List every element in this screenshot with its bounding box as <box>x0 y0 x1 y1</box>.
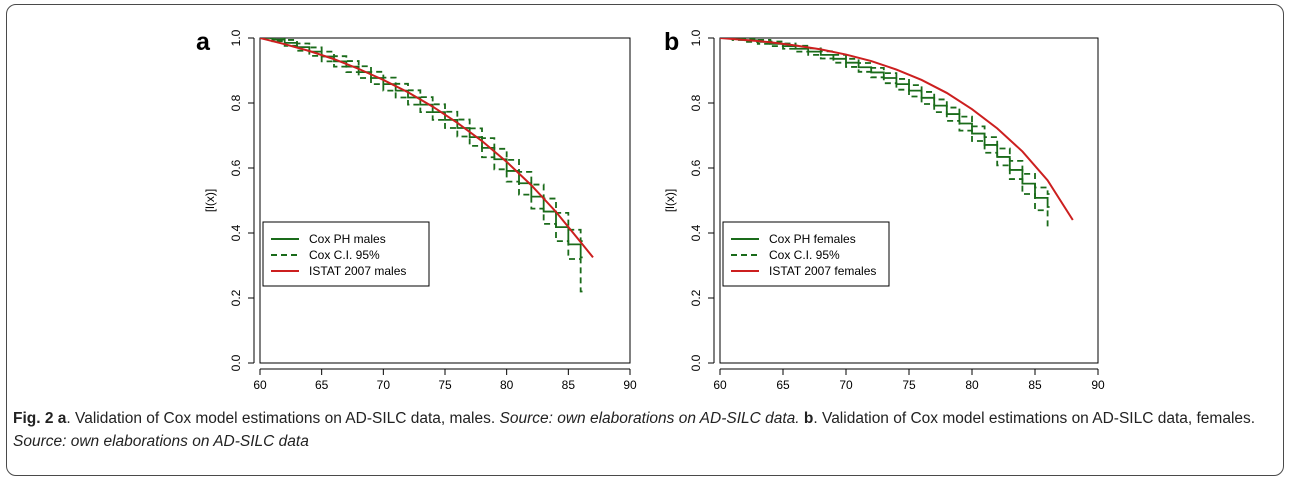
caption-fig-label: Fig. 2 <box>13 410 54 427</box>
x-tick-label: 90 <box>623 378 637 392</box>
legend-box <box>722 221 890 287</box>
x-tick-label: 80 <box>500 378 514 392</box>
figure-frame <box>6 4 1284 476</box>
plot-frame <box>719 37 1099 364</box>
x-tick-label: 75 <box>902 378 916 392</box>
figure-caption: Fig. 2 a. Validation of Cox model estima… <box>13 407 1275 453</box>
istat-line <box>260 38 594 259</box>
caption-part-b-label: b <box>803 410 814 427</box>
plot-area <box>260 38 594 293</box>
x-tick-label: 80 <box>965 378 979 392</box>
y-tick-label: 0.0 <box>229 354 243 371</box>
legend-label: Cox C.I. 95% <box>309 248 380 262</box>
x-tick-label: 75 <box>438 378 452 392</box>
y-tick-label: 1.0 <box>229 29 243 46</box>
caption-part-a-source: Source: own elaborations on AD-SILC data… <box>499 410 800 427</box>
figure-charts: a60657075808590Age0.00.20.40.60.81.0[l(x… <box>196 28 1105 392</box>
legend: Cox PH females Cox C.I. 95% ISTAT 2007 fem… <box>722 221 890 287</box>
y-tick-label: 0.2 <box>689 289 703 306</box>
y-tick-label: 0.8 <box>689 94 703 111</box>
y-axis-label: [l(x)] <box>663 189 677 212</box>
legend-label: Cox PH males <box>309 232 386 246</box>
legend-box <box>262 221 430 287</box>
ci-lower-step <box>720 38 1050 228</box>
y-tick-label: 0.4 <box>229 224 243 241</box>
ci-upper-step <box>260 38 583 243</box>
y-tick-label: 0.8 <box>229 94 243 111</box>
y-axis-label: [l(x)] <box>203 189 217 212</box>
y-tick-label: 0.6 <box>689 159 703 176</box>
caption-part-a-label: a <box>57 410 67 427</box>
y-tick-label: 1.0 <box>689 29 703 46</box>
y-tick-label: 0.6 <box>229 159 243 176</box>
legend-label: Cox PH females <box>769 232 856 246</box>
caption-part-b-text: . Validation of Cox model estimations on… <box>813 410 1256 427</box>
cox-step-line <box>260 38 583 259</box>
plot-area <box>720 38 1074 228</box>
legend: Cox PH males Cox C.I. 95% ISTAT 2007 males <box>262 221 430 287</box>
caption-part-a-text: . Validation of Cox model estimations on… <box>66 410 500 427</box>
x-tick-label: 90 <box>1091 378 1105 392</box>
plot-frame <box>259 37 631 364</box>
panel-label: a <box>196 28 211 56</box>
legend-label: ISTAT 2007 females <box>769 264 876 278</box>
panel-label: b <box>664 28 679 56</box>
y-tick-label: 0.2 <box>229 289 243 306</box>
y-tick-label: 0.4 <box>689 224 703 241</box>
x-tick-label: 60 <box>253 378 267 392</box>
istat-line <box>720 38 1074 221</box>
x-tick-label: 70 <box>377 378 391 392</box>
x-tick-label: 65 <box>776 378 790 392</box>
cox-step-line <box>720 38 1050 208</box>
x-tick-label: 85 <box>562 378 576 392</box>
chart-panel-a: a60657075808590Age0.00.20.40.60.81.0[l(x… <box>196 28 637 392</box>
caption-part-b-source: Source: own elaborations on AD-SILC data <box>13 433 309 450</box>
legend-label: ISTAT 2007 males <box>309 264 406 278</box>
x-tick-label: 65 <box>315 378 329 392</box>
ci-upper-step <box>720 38 1050 195</box>
ci-lower-step <box>260 38 583 293</box>
chart-panel-b: b60657075808590Age0.00.20.40.60.81.0[l(x… <box>663 28 1105 392</box>
x-tick-label: 85 <box>1028 378 1042 392</box>
legend-label: Cox C.I. 95% <box>769 248 840 262</box>
x-tick-label: 60 <box>713 378 727 392</box>
y-tick-label: 0.0 <box>689 354 703 371</box>
x-tick-label: 70 <box>839 378 853 392</box>
